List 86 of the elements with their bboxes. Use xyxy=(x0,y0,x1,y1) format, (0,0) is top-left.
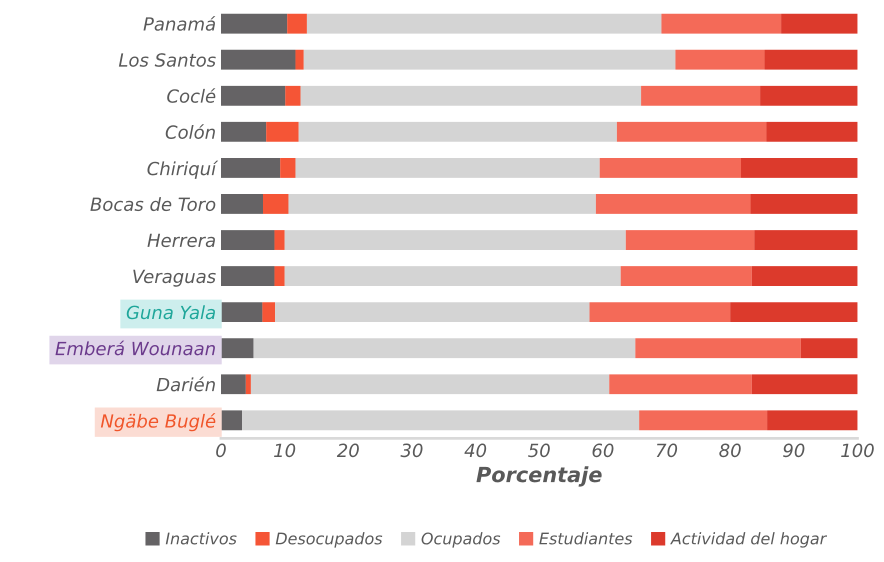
bar xyxy=(221,194,264,214)
bar xyxy=(274,266,285,286)
bar xyxy=(253,338,636,358)
bar xyxy=(781,14,858,34)
bar xyxy=(609,374,752,394)
y-tick-label: Coclé xyxy=(167,88,216,103)
x-tick-label: 30 xyxy=(400,444,423,458)
bar xyxy=(295,50,304,70)
x-tick-label: 20 xyxy=(336,444,359,458)
bar xyxy=(661,14,782,34)
bar xyxy=(280,158,296,178)
bar xyxy=(635,338,801,358)
bar xyxy=(221,410,242,430)
x-tick-label: 70 xyxy=(656,444,678,458)
bar xyxy=(250,374,610,394)
bar xyxy=(288,194,596,214)
bar xyxy=(263,194,288,214)
y-tick-label: Ngäbe Buglé xyxy=(100,413,216,432)
bar xyxy=(741,158,858,178)
bar xyxy=(752,374,858,394)
bar xyxy=(300,86,642,106)
x-tick-label: 90 xyxy=(783,444,804,458)
bar xyxy=(284,266,621,286)
x-tick-label: 40 xyxy=(464,444,486,458)
y-tick-label: Guna Yala xyxy=(126,305,215,320)
bar xyxy=(730,302,858,322)
bar xyxy=(221,86,286,106)
x-tick-label: 100 xyxy=(841,444,874,458)
x-tick-label: 60 xyxy=(592,444,614,458)
bar xyxy=(266,122,299,142)
bar xyxy=(641,86,760,106)
y-tick-label: Herrera xyxy=(147,234,215,248)
y-tick-label: Los Santos xyxy=(118,53,216,67)
bar xyxy=(262,302,276,322)
bar xyxy=(752,266,858,286)
y-tick-label: Colón xyxy=(166,124,215,139)
bar xyxy=(287,14,307,34)
bar xyxy=(221,230,274,250)
bar xyxy=(675,50,765,70)
bar xyxy=(221,158,280,178)
bar xyxy=(275,302,590,322)
bar xyxy=(221,266,274,286)
bar xyxy=(298,122,617,142)
bar xyxy=(221,122,266,142)
bar xyxy=(590,302,730,322)
bar xyxy=(754,230,858,250)
bar xyxy=(750,194,858,214)
bar xyxy=(242,410,640,430)
x-tick-label: 10 xyxy=(274,444,296,458)
legend-label: Ocupados xyxy=(422,532,500,548)
y-tick-label: Veraguas xyxy=(133,270,216,287)
bar xyxy=(284,230,626,250)
legend-label: Estudiantes xyxy=(539,532,632,545)
bar xyxy=(626,230,754,250)
x-tick-label: 50 xyxy=(528,444,550,458)
bar xyxy=(767,410,858,430)
bar xyxy=(596,194,751,214)
bar xyxy=(766,122,858,142)
bar xyxy=(600,158,742,178)
x-tick-label: 0 xyxy=(216,444,226,458)
bar xyxy=(616,122,766,142)
bar xyxy=(800,338,858,358)
bar xyxy=(246,374,251,394)
bar xyxy=(306,14,662,34)
y-tick-label: Chiriquí xyxy=(147,160,218,179)
legend-label: Actividad del hogar xyxy=(670,532,828,548)
bar xyxy=(285,86,301,106)
legend-label: Desocupados xyxy=(276,532,382,548)
bar xyxy=(639,410,768,430)
bar xyxy=(295,158,600,178)
bar xyxy=(221,14,288,34)
bar xyxy=(274,230,285,250)
bar xyxy=(304,50,676,70)
bar xyxy=(620,266,752,286)
y-tick-label: Bocas de Toro xyxy=(90,197,216,212)
bar xyxy=(760,86,858,106)
legend-label: Inactivos xyxy=(166,532,237,545)
y-tick-label: Darién xyxy=(156,376,215,392)
y-tick-label: Emberá Wounaan xyxy=(55,340,215,356)
bar xyxy=(764,50,858,70)
x-tick-label: 80 xyxy=(719,444,741,458)
y-tick-label: Panamá xyxy=(144,16,216,31)
bar xyxy=(221,338,254,358)
x-axis-title: Porcentaje xyxy=(476,466,602,487)
bar xyxy=(221,50,296,70)
bar xyxy=(221,374,246,394)
